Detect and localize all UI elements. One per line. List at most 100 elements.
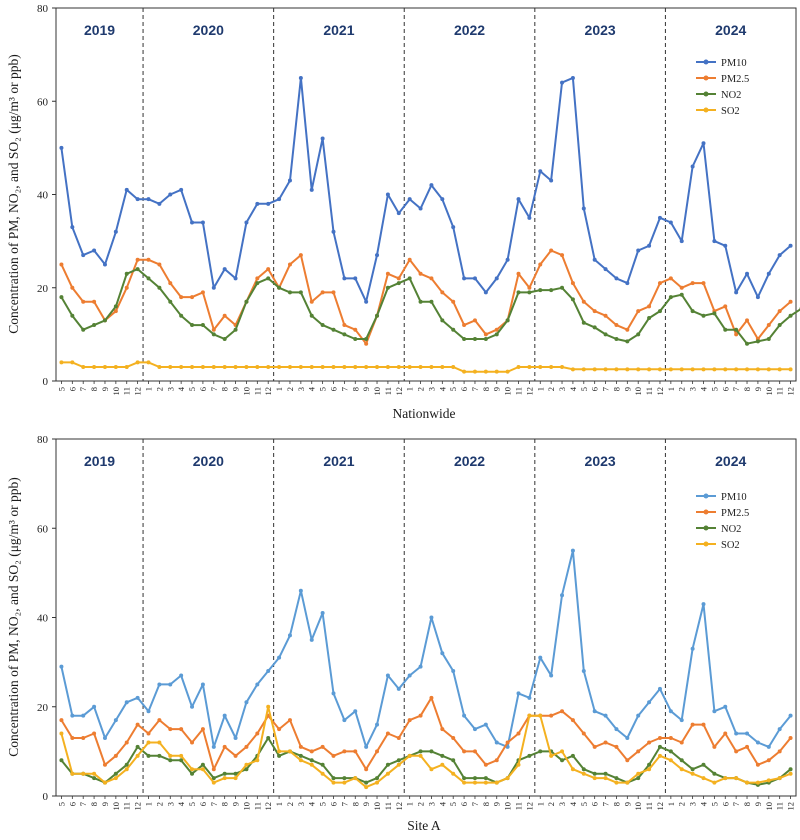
- data-point-pm25: [788, 735, 793, 740]
- data-point-so2: [353, 776, 358, 781]
- x-tick-label: 3: [557, 802, 567, 806]
- x-tick-label: 6: [198, 387, 208, 391]
- legend-marker: [703, 525, 709, 531]
- data-point-pm25: [385, 271, 390, 276]
- x-tick-label: 1: [535, 387, 545, 391]
- data-point-no2: [320, 762, 325, 767]
- data-point-pm25: [636, 309, 641, 314]
- data-point-pm25: [788, 299, 793, 304]
- x-tick-label: 5: [56, 802, 66, 806]
- x-tick-label: 7: [601, 387, 611, 391]
- x-tick-label: 1: [274, 387, 284, 391]
- x-tick-label: 3: [165, 387, 175, 391]
- data-point-so2: [244, 365, 249, 370]
- data-point-so2: [113, 365, 118, 370]
- data-point-so2: [59, 731, 64, 736]
- x-tick-label: 12: [263, 387, 273, 396]
- data-point-so2: [668, 758, 673, 763]
- data-point-pm10: [690, 164, 695, 169]
- data-point-pm10: [766, 271, 771, 276]
- data-point-no2: [614, 337, 619, 342]
- data-point-so2: [647, 767, 652, 772]
- data-point-pm10: [113, 718, 118, 723]
- data-point-no2: [603, 771, 608, 776]
- x-tick-label: 2: [546, 802, 556, 806]
- x-tick-label: 6: [720, 802, 730, 806]
- data-point-pm10: [777, 727, 782, 732]
- data-point-pm10: [549, 673, 554, 678]
- data-point-no2: [701, 762, 706, 767]
- data-point-pm25: [146, 731, 151, 736]
- data-point-pm25: [472, 749, 477, 754]
- data-point-pm10: [255, 682, 260, 687]
- data-point-pm10: [385, 192, 390, 197]
- x-tick-label: 4: [176, 801, 186, 806]
- data-point-pm25: [451, 299, 456, 304]
- x-tick-label: 10: [633, 802, 643, 811]
- data-point-pm10: [625, 281, 630, 286]
- data-point-pm10: [657, 215, 662, 220]
- data-point-so2: [614, 780, 619, 785]
- data-point-so2: [494, 780, 499, 785]
- data-point-pm10: [320, 136, 325, 141]
- x-tick-label: 5: [579, 802, 589, 806]
- data-point-pm10: [570, 548, 575, 553]
- x-tick-label: 12: [786, 802, 796, 811]
- data-point-pm10: [592, 709, 597, 714]
- data-point-pm10: [560, 593, 565, 598]
- data-point-no2: [472, 776, 477, 781]
- data-point-so2: [723, 776, 728, 781]
- data-point-so2: [396, 365, 401, 370]
- data-point-no2: [179, 758, 184, 763]
- data-point-pm10: [788, 713, 793, 718]
- data-point-so2: [200, 767, 205, 772]
- x-tick-label: 9: [753, 387, 763, 391]
- data-point-so2: [636, 367, 641, 372]
- legend-marker: [703, 509, 709, 515]
- data-point-pm25: [494, 327, 499, 332]
- data-point-pm10: [157, 682, 162, 687]
- data-point-so2: [157, 740, 162, 745]
- x-tick-label: 11: [383, 802, 393, 810]
- data-point-so2: [625, 780, 630, 785]
- data-point-pm25: [429, 276, 434, 281]
- data-point-pm10: [440, 651, 445, 656]
- data-point-so2: [745, 367, 750, 372]
- data-point-pm10: [342, 276, 347, 281]
- data-point-pm25: [549, 248, 554, 253]
- x-tick-label: 10: [372, 387, 382, 396]
- data-point-so2: [668, 367, 673, 372]
- data-point-so2: [581, 771, 586, 776]
- data-point-no2: [200, 762, 205, 767]
- x-tick-label: 11: [775, 387, 785, 395]
- x-tick-label: 3: [688, 387, 698, 391]
- y-tick-label: 0: [43, 791, 49, 803]
- data-point-no2: [92, 776, 97, 781]
- data-point-pm10: [244, 220, 249, 225]
- data-point-pm25: [124, 285, 129, 290]
- data-point-no2: [625, 339, 630, 344]
- data-point-so2: [647, 367, 652, 372]
- data-point-pm10: [179, 187, 184, 192]
- data-point-so2: [190, 767, 195, 772]
- data-point-pm25: [657, 735, 662, 740]
- data-point-pm25: [592, 744, 597, 749]
- data-point-pm25: [494, 758, 499, 763]
- data-point-pm10: [614, 727, 619, 732]
- data-point-pm10: [342, 718, 347, 723]
- data-point-pm10: [614, 276, 619, 281]
- data-point-pm25: [364, 767, 369, 772]
- data-point-no2: [549, 288, 554, 293]
- x-tick-label: 3: [426, 802, 436, 806]
- data-point-no2: [59, 758, 64, 763]
- x-tick-label: 11: [514, 387, 524, 395]
- data-point-pm10: [70, 713, 75, 718]
- x-tick-label: 5: [318, 802, 328, 806]
- data-point-pm10: [168, 192, 173, 197]
- data-point-no2: [755, 339, 760, 344]
- legend-marker: [703, 75, 709, 81]
- data-point-pm25: [375, 749, 380, 754]
- x-tick-label: 6: [329, 387, 339, 391]
- x-tick-label: 5: [56, 387, 66, 391]
- data-point-so2: [429, 365, 434, 370]
